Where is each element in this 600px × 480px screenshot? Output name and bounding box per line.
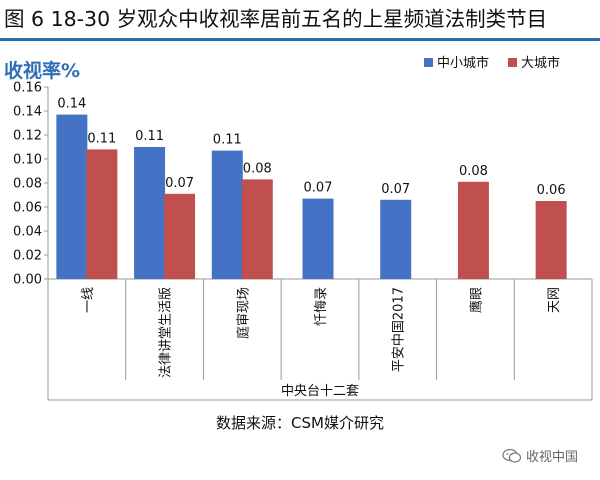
y-axis-label: 收视率% [4, 60, 81, 82]
watermark: 收视中国 [502, 446, 578, 465]
bar-big-cities [86, 149, 118, 279]
data-label: 0.07 [304, 181, 333, 196]
data-source-note: 数据来源：CSM媒介研究 [216, 414, 384, 432]
x-tick-label: 鹰眼 [468, 287, 484, 313]
y-tick-label: 0.12 [13, 129, 42, 144]
bar-small-cities [134, 147, 166, 279]
y-tick-label: 0.14 [13, 105, 42, 120]
bar-small-cities [56, 114, 88, 279]
y-tick-label: 0.02 [13, 249, 42, 264]
data-label: 0.07 [381, 182, 410, 197]
y-tick-label: 0.08 [13, 177, 42, 192]
y-tick-label: 0.06 [13, 201, 42, 216]
bar-big-cities [535, 201, 567, 279]
data-label: 0.08 [243, 161, 272, 176]
wechat-icon [502, 448, 522, 463]
data-label: 0.11 [135, 129, 164, 144]
bar-small-cities [380, 199, 412, 279]
y-tick-label: 0.04 [13, 225, 42, 240]
x-tick-label: 平安中国2017 [392, 287, 407, 372]
x-tick-label: 庭审现场 [235, 287, 251, 339]
x-tick-label: 忏悔录 [314, 287, 329, 326]
bar-big-cities [457, 181, 489, 279]
x-tick-label: 一线 [81, 287, 96, 313]
legend-swatch [424, 58, 433, 67]
y-tick-label: 0.16 [13, 81, 42, 96]
title-divider [0, 38, 600, 41]
x-group-label: 中央台十二套 [281, 383, 359, 399]
legend-label: 中小城市 [437, 55, 489, 71]
y-tick-label: 0.00 [13, 273, 42, 288]
data-label: 0.11 [213, 133, 242, 148]
data-label: 0.11 [87, 131, 116, 146]
legend-swatch [508, 58, 517, 67]
bar-small-cities [302, 198, 334, 279]
data-label: 0.14 [57, 97, 86, 112]
watermark-text: 收视中国 [525, 450, 578, 465]
legend-label: 大城市 [521, 55, 560, 71]
bar-big-cities [164, 193, 196, 279]
bar-big-cities [241, 179, 273, 279]
chart-title: 图 6 18-30 岁观众中收视率居前五名的上星频道法制类节目 [4, 7, 548, 31]
data-label: 0.06 [537, 183, 566, 198]
y-tick-label: 0.10 [13, 153, 42, 168]
bar-small-cities [211, 150, 243, 279]
x-tick-label: 天网 [547, 287, 562, 313]
x-tick-label: 法律讲堂生活版 [159, 287, 174, 378]
data-label: 0.07 [165, 176, 194, 191]
data-label: 0.08 [459, 164, 488, 179]
